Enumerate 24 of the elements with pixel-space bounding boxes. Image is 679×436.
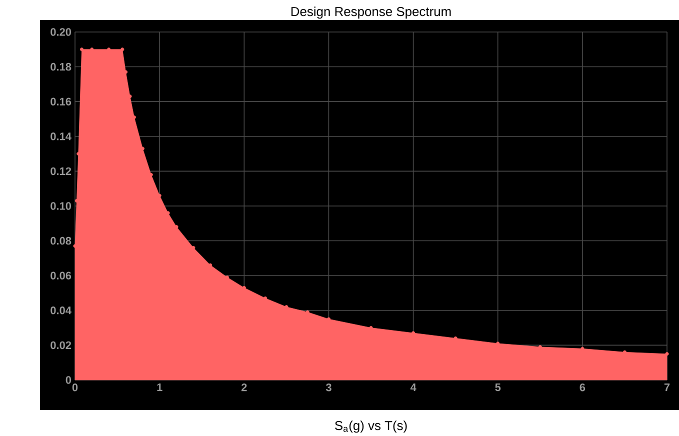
y-tick-label: 0.12 (50, 167, 72, 176)
y-tick-label: 0.08 (50, 236, 72, 245)
y-tick-label: 0.14 (50, 132, 72, 140)
y-tick-label: 0 (66, 376, 72, 384)
y-tick-label: 0.06 (50, 272, 72, 280)
y-tick-label: 0.04 (50, 306, 72, 314)
y-tick-label: 0.16 (50, 98, 72, 106)
x-tick-label: 2 (241, 384, 247, 392)
x-tick-label: 6 (580, 384, 586, 392)
x-tick-label: 4 (410, 384, 416, 392)
x-tick-label: 5 (495, 384, 501, 392)
y-tick-label: 0.18 (50, 62, 72, 71)
chart-title: Design Response Spectrum (291, 6, 451, 19)
x-tick-label: 7 (664, 384, 670, 392)
point (665, 352, 669, 356)
y-tick-label: 0.20 (50, 28, 72, 36)
point (80, 48, 84, 52)
y-tick-label: 0.10 (50, 202, 72, 210)
x-tick-label: 0 (72, 384, 78, 392)
x-tick-label: 3 (326, 384, 332, 392)
x-axis-title: S$_{a}$(g) vs T(s) (335, 420, 407, 433)
x-tick-label: 1 (157, 384, 162, 392)
y-tick-label: 0.02 (50, 341, 72, 350)
point (120, 48, 124, 52)
